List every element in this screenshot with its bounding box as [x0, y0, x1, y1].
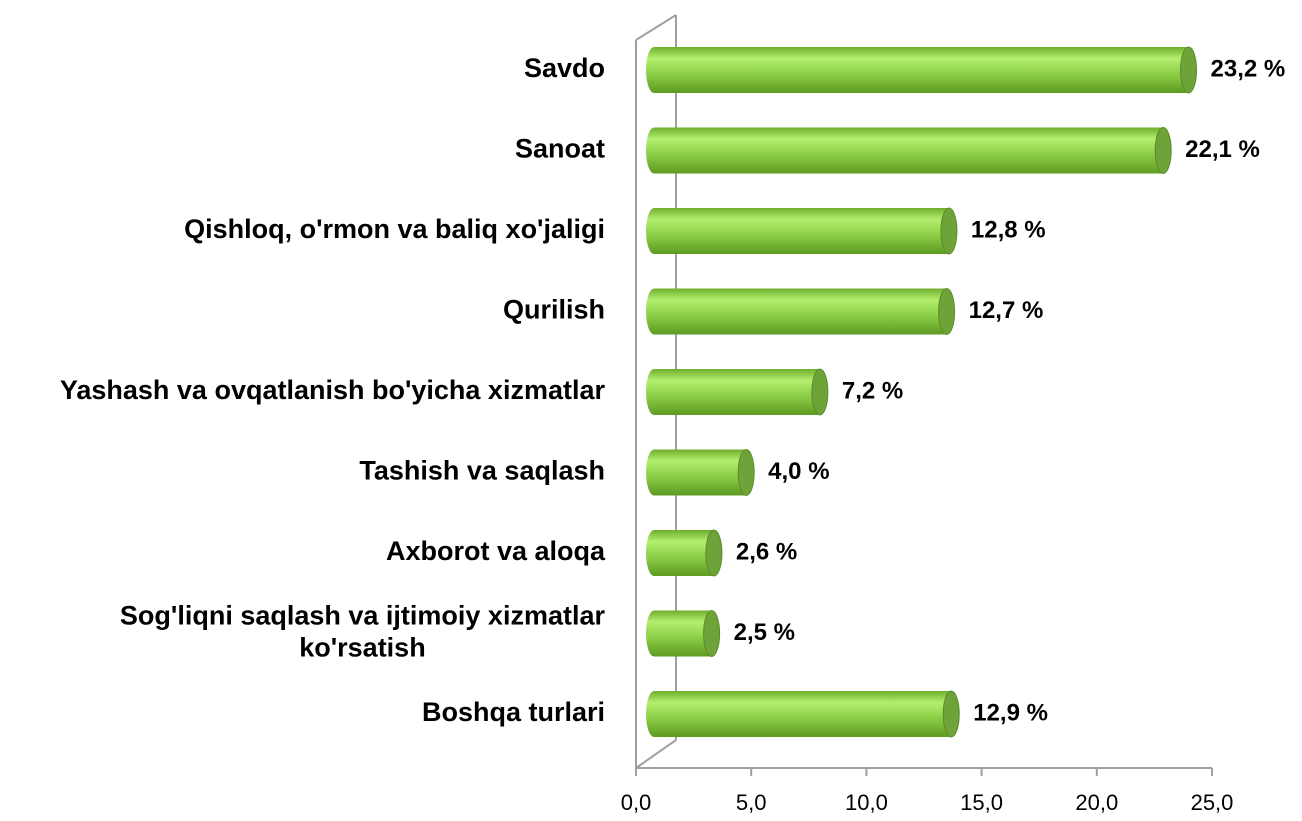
x-tick-label: 20,0 [1075, 790, 1118, 815]
value-label: 2,6 % [736, 538, 797, 565]
bar-cap [1180, 46, 1198, 94]
bar-cap [737, 449, 755, 496]
bar [646, 127, 1172, 174]
bar-body [646, 530, 714, 576]
bar-body [646, 288, 947, 335]
bar-body [646, 449, 747, 496]
y-tick-label: Sanoat [515, 134, 605, 164]
bar [646, 207, 958, 255]
y-tick-label: Tashish va saqlash [359, 456, 605, 486]
x-tick-label: 10,0 [845, 790, 888, 815]
value-label: 4,0 % [768, 458, 829, 485]
value-label: 12,9 % [973, 699, 1048, 726]
bar-cap [811, 368, 829, 416]
bar-cap [938, 288, 956, 335]
value-label: 12,8 % [971, 216, 1046, 243]
y-tick-label: Qishloq, o'rmon va baliq xo'jaligi [184, 214, 605, 244]
bar-body [646, 208, 949, 254]
value-label: 22,1 % [1185, 136, 1260, 163]
bar [646, 368, 829, 416]
y-tick-label: Savdo [524, 53, 605, 83]
value-label: 12,7 % [969, 297, 1044, 324]
bar [646, 288, 956, 335]
bar-cap [705, 529, 723, 577]
bar [646, 529, 723, 577]
bar-cap [1154, 127, 1172, 174]
bar-body [646, 47, 1189, 93]
value-label: 7,2 % [842, 377, 903, 404]
bar [646, 610, 721, 657]
bar-body [646, 369, 820, 415]
bar [646, 690, 960, 738]
y-tick-label: Yashash va ovqatlanish bo'yicha xizmatla… [60, 375, 606, 405]
x-tick-label: 0,0 [621, 790, 652, 815]
bar-body [646, 127, 1164, 174]
bar-body [646, 610, 712, 657]
bar-cap [942, 690, 960, 738]
y-tick-label: Sog'liqni saqlash va ijtimoiy xizmatlar k… [120, 601, 606, 663]
y-tick-label: Qurilish [503, 295, 605, 325]
x-tick-label: 5,0 [736, 790, 767, 815]
y-tick-label: Axborot va aloqa [386, 536, 606, 566]
value-label: 2,5 % [734, 619, 795, 646]
bar-body [646, 691, 952, 737]
y-tick-label: Boshqa turlari [422, 697, 605, 727]
x-tick-label: 15,0 [960, 790, 1003, 815]
bar-cap [703, 610, 721, 657]
x-tick-label: 25,0 [1191, 790, 1234, 815]
bar [646, 449, 755, 496]
bar [646, 46, 1198, 94]
value-label: 23,2 % [1211, 55, 1286, 82]
bar-cap [940, 207, 958, 255]
